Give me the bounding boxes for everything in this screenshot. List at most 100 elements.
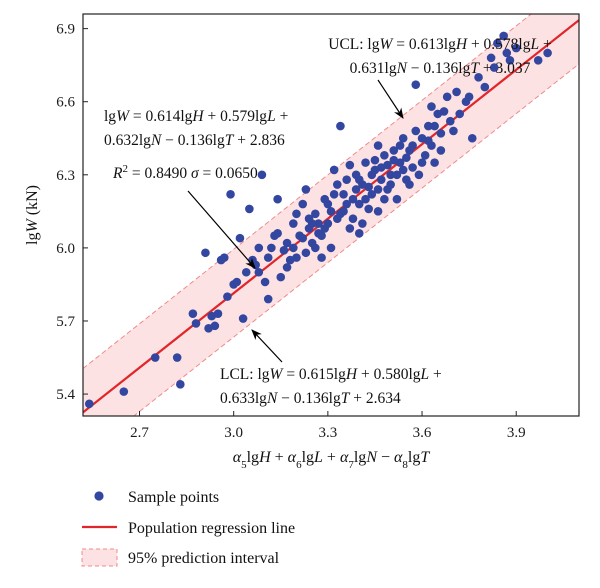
sample-point [263,294,273,304]
sample-point [289,219,298,228]
y-tick-label: 5.7 [56,314,75,330]
sample-point [436,129,446,138]
x-tick-label: 3.9 [507,425,526,441]
sample-point [345,160,355,170]
sample-point [326,243,336,253]
sample-point [361,158,370,167]
sample-point [449,126,458,136]
legend-label-prediction-interval: 95% prediction interval [128,550,280,567]
sample-point [386,180,395,189]
sample-point [398,133,408,143]
sample-point [411,126,421,136]
sample-point [474,73,483,82]
prediction-lower-bound [133,63,579,416]
sample-point [354,175,364,184]
legend-label-regression-line: Population regression line [128,520,295,537]
sample-point [311,209,320,219]
sample-point [336,121,345,131]
sample-point [408,163,417,172]
sample-point [405,180,414,189]
sample-point [232,277,242,287]
sample-point [329,165,339,175]
sample-point [223,292,232,301]
sample-point [502,48,512,58]
sample-point [411,80,421,89]
x-tick-label: 3.3 [318,425,337,441]
sample-point [398,165,408,175]
plot-frame [82,13,580,417]
sample-point [301,185,311,194]
sample-point [226,189,235,199]
sample-point [439,107,449,116]
sample-point [342,199,351,209]
sample-point [489,63,499,72]
sample-point [389,146,399,155]
sample-point [339,189,348,199]
sample-point [351,185,361,194]
sample-point [191,319,201,328]
sample-point [298,199,308,209]
sample-point [150,353,160,362]
y-axis-title: lgW (kN) [24,185,41,245]
sample-point [172,353,182,362]
sample-point [238,314,248,323]
sample-point [273,228,282,238]
sample-point [273,194,282,204]
y-tick-label: 6.3 [56,168,75,184]
sample-point [176,380,185,389]
sample-point [332,180,342,189]
legend-label-sample-points: Sample points [128,489,219,506]
sample-point [257,170,267,180]
sample-point [210,321,220,331]
sample-point [219,253,229,262]
sample-point [455,109,465,119]
sample-point [424,121,433,131]
sample-point [386,170,395,180]
sample-point [452,87,461,97]
x-axis-title: α5lgH + α6lgL + α7lgN − α8lgT [233,449,431,471]
sample-point [188,309,198,318]
sample-point [436,146,446,155]
sample-point [320,224,330,233]
sample-point [354,228,364,238]
sample-point [499,31,508,41]
sample-point [348,214,358,223]
sample-point [119,387,129,396]
sample-point [282,238,292,248]
sample-point [493,38,502,48]
y-tick-label: 6.0 [56,241,75,257]
sample-point [417,158,427,167]
sample-point [276,272,286,282]
sample-point [402,153,411,163]
sample-point [301,248,311,258]
x-tick-label: 2.7 [130,425,149,441]
sample-point [323,199,333,209]
y-tick-label: 6.9 [56,22,75,38]
legend: Sample points Population regression line… [81,489,295,567]
sample-point [342,175,351,184]
sample-point [380,194,389,204]
sample-point [430,121,439,131]
x-axis-ticks: 2.7 3.0 3.3 3.6 3.9 [130,411,526,441]
y-tick-label: 6.6 [56,95,75,111]
sample-point [292,209,301,219]
lcl-arrow [251,329,283,363]
sample-point [289,243,298,253]
x-tick-label: 3.0 [224,425,243,441]
sample-point [314,219,323,228]
sample-point [511,43,521,53]
sample-point [533,55,543,65]
sample-point [467,133,477,143]
sample-point [392,170,402,180]
sample-point [543,48,552,58]
sample-point [254,243,264,253]
sample-point [317,231,326,241]
sample-point [408,141,417,150]
sample-point [361,194,370,204]
ucl-equation: UCL: lgW = 0.613lgH + 0.578lgL +0.631lgN… [328,36,552,77]
legend-point-swatch [94,491,104,501]
sample-point [336,209,345,219]
regression-line [83,19,579,414]
sample-point [380,151,389,160]
